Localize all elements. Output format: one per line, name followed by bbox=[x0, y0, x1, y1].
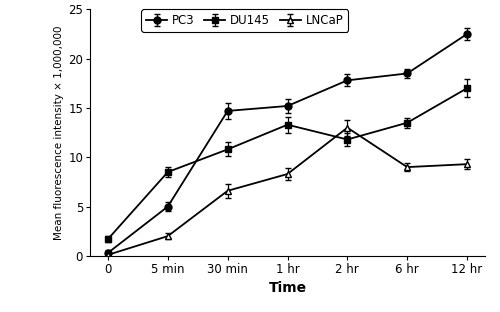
X-axis label: Time: Time bbox=[268, 281, 306, 295]
Y-axis label: Mean fluorescence intensity × 1,000,000: Mean fluorescence intensity × 1,000,000 bbox=[54, 25, 64, 240]
Legend: PC3, DU145, LNCaP: PC3, DU145, LNCaP bbox=[142, 9, 348, 32]
